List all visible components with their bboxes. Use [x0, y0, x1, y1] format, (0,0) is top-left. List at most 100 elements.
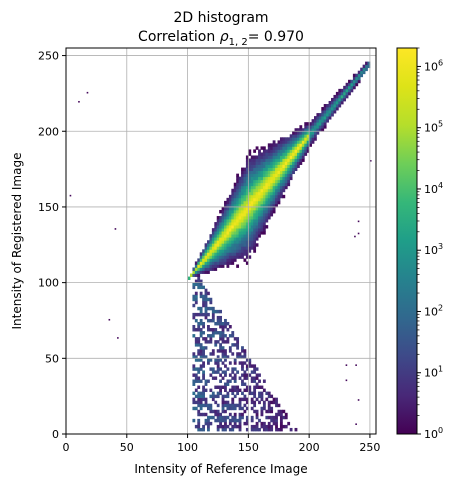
colorbar-tick-label: 105: [424, 120, 443, 135]
bin: [258, 427, 261, 432]
bin: [250, 234, 254, 238]
bin: [267, 212, 271, 217]
bin: [272, 397, 276, 402]
bin: [194, 367, 198, 371]
bin: [265, 203, 269, 208]
bin: [238, 403, 242, 408]
bin: [314, 128, 317, 132]
bin: [241, 212, 244, 217]
bin: [345, 82, 349, 87]
bin: [238, 424, 242, 429]
bin: [238, 352, 242, 356]
bin: [243, 219, 247, 223]
bin: [245, 173, 249, 178]
bin: [202, 394, 205, 399]
bin: [236, 234, 240, 238]
bin: [282, 182, 286, 187]
bin: [260, 164, 264, 168]
bin: [233, 343, 237, 347]
bin: [262, 400, 266, 405]
bin: [250, 191, 254, 196]
bin: [294, 143, 298, 147]
bin: [323, 104, 327, 108]
bin: [267, 391, 271, 396]
bin: [214, 340, 218, 344]
bin: [333, 94, 337, 99]
bin: [250, 212, 254, 217]
bin: [214, 321, 218, 326]
bin: [255, 376, 259, 380]
bin: [233, 255, 237, 259]
bin: [262, 379, 266, 383]
bin: [296, 161, 300, 165]
bin: [248, 255, 252, 259]
bin: [238, 400, 242, 405]
bin: [194, 343, 198, 347]
bin: [328, 110, 332, 114]
bin: [255, 158, 259, 162]
bin: [328, 104, 332, 108]
bin: [262, 209, 266, 214]
bin: [226, 337, 230, 341]
bin: [236, 191, 240, 196]
bin: [255, 194, 259, 199]
bin: [253, 225, 257, 229]
bin: [192, 312, 196, 317]
bin: [255, 179, 259, 184]
bin: [333, 104, 337, 108]
bin: [243, 191, 247, 196]
bin: [292, 164, 295, 168]
bin: [248, 234, 252, 238]
bin: [362, 70, 366, 75]
bin: [197, 418, 201, 423]
bin: [221, 397, 225, 402]
bin: [226, 209, 230, 214]
bin: [236, 176, 240, 181]
bin: [294, 146, 298, 150]
bin: [236, 179, 240, 184]
bin: [219, 240, 223, 244]
bin: [204, 397, 208, 402]
bin: [265, 427, 269, 432]
bin: [265, 391, 269, 396]
bin: [236, 237, 240, 241]
bin: [224, 209, 227, 214]
bin: [311, 119, 315, 123]
bin: [258, 155, 261, 159]
bin: [219, 337, 223, 341]
bin: [207, 252, 210, 256]
bin: [238, 179, 242, 184]
bin: [224, 258, 227, 262]
bin: [260, 203, 264, 208]
bin: [243, 212, 247, 217]
bin: [262, 216, 266, 220]
bin: [250, 206, 254, 211]
bin: [233, 246, 237, 250]
bin: [314, 125, 317, 129]
bin: [233, 234, 237, 238]
bin: [253, 403, 257, 408]
bin: [219, 424, 223, 429]
bin: [321, 116, 325, 120]
bin: [292, 152, 295, 156]
bin: [253, 243, 257, 247]
bin: [265, 397, 269, 402]
bin: [226, 328, 230, 332]
bin: [282, 409, 286, 414]
bin: [233, 258, 237, 262]
bin: [231, 231, 235, 235]
bin: [197, 273, 201, 277]
colorbar-tick-label: 100: [424, 426, 443, 441]
bin: [241, 203, 244, 208]
bin: [219, 219, 223, 223]
bin: [233, 394, 237, 399]
bin: [202, 258, 205, 262]
bin: [221, 337, 225, 341]
bin: [219, 264, 223, 268]
bin: [262, 191, 266, 196]
bin: [304, 140, 308, 144]
bin: [214, 267, 218, 271]
bin: [243, 243, 247, 247]
bin: [228, 421, 232, 426]
bin: [236, 370, 240, 374]
